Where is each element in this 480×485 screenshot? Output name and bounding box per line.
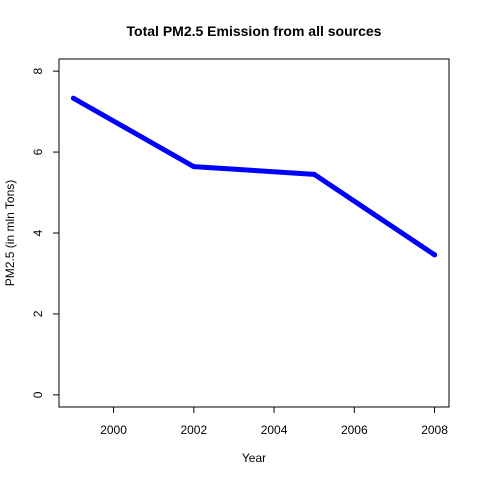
x-tick-label: 2000: [100, 423, 127, 437]
plot-frame: [58, 58, 450, 408]
series-layer: [70, 95, 438, 258]
data-point: [311, 171, 317, 177]
x-tick-label: 2006: [341, 423, 368, 437]
chart-title: Total PM2.5 Emission from all sources: [127, 23, 382, 39]
x-tick-label: 2008: [421, 423, 448, 437]
data-point: [191, 164, 197, 170]
data-point: [70, 95, 76, 101]
x-tick-label: 2002: [180, 423, 207, 437]
y-tick-label: 2: [31, 310, 45, 317]
x-tick-label: 2004: [261, 423, 288, 437]
y-tick-label: 4: [31, 229, 45, 236]
data-point: [432, 252, 438, 258]
x-axis: 2000 2002 2004 2006 2008: [100, 407, 448, 437]
y-axis: 0 2 4 6 8: [31, 67, 59, 398]
y-tick-label: 0: [31, 391, 45, 398]
x-axis-label: Year: [242, 451, 266, 465]
series-line: [70, 95, 438, 258]
y-axis-label: PM2.5 (in mln Tons): [3, 180, 17, 286]
y-tick-label: 6: [31, 148, 45, 155]
y-tick-label: 8: [31, 67, 45, 74]
